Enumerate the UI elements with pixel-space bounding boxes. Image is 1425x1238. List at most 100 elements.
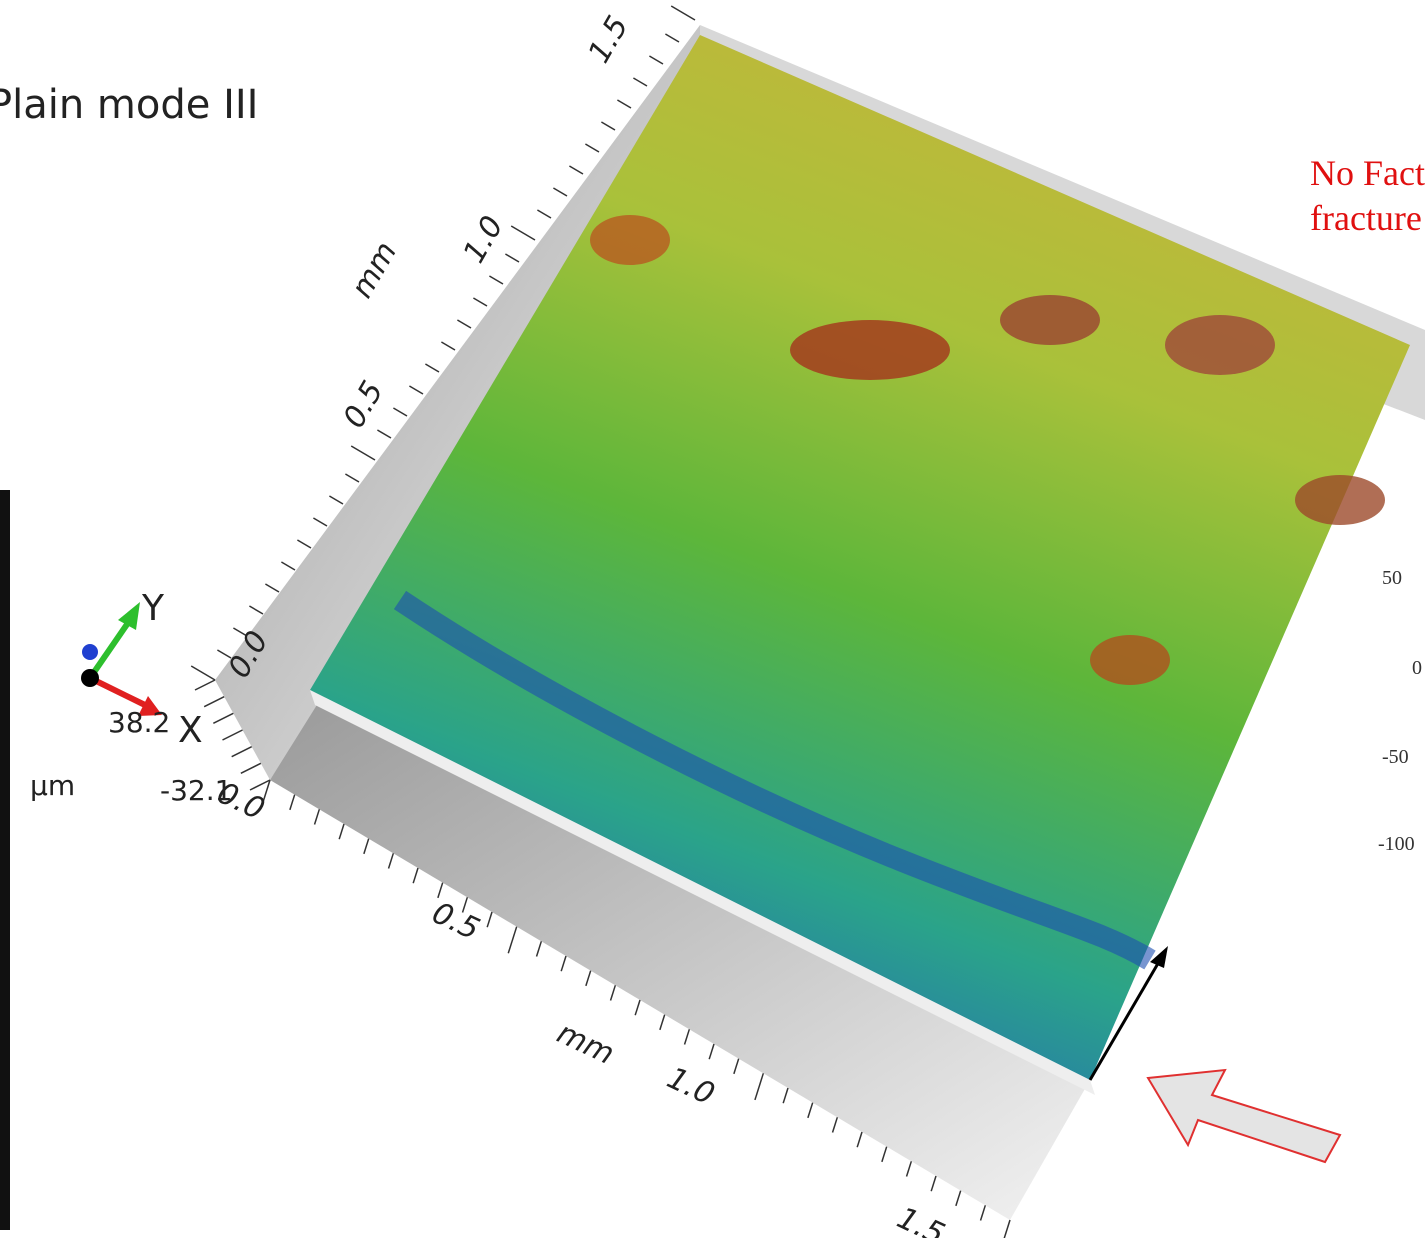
tick-mark [412,867,419,884]
tick-mark [233,627,248,637]
triad-y-label: Y [141,588,165,629]
note-line: fracture [1310,198,1422,238]
tick-mark [1003,1219,1011,1238]
tick-mark [441,341,456,351]
triad-x [88,675,147,708]
tick-mark [437,882,444,899]
triad-x-label: X [178,710,203,751]
tick-mark [585,143,600,153]
z-max: 38.2 [108,706,170,739]
surface-edge [310,690,1095,1095]
peak [1295,475,1385,525]
tick-mark [387,853,395,869]
tick-mark [754,1073,765,1101]
tick-mark [313,809,321,825]
tick-marks [190,5,1011,1238]
x-tick-label: 0.5 [427,896,485,948]
x-tick-label: 1.5 [892,1201,950,1238]
tick-mark [733,1058,740,1075]
tick-mark [955,1190,962,1207]
y-tick-label: 0.5 [337,375,391,434]
tick-mark [585,970,592,987]
tick-mark [649,55,664,65]
peak [790,320,950,380]
tick-mark [537,209,552,219]
x-tick-label: 1.0 [662,1061,720,1113]
tick-mark [979,1205,987,1221]
arrow-head [1150,946,1168,968]
tick-mark [473,297,488,307]
tick-mark [231,745,253,758]
block-arrow [1146,1068,1342,1164]
z-unit: µm [30,769,75,802]
tick-mark [930,1175,937,1192]
tick-mark [601,121,616,131]
tick-mark [249,605,264,615]
triad-z [82,644,98,660]
tick-mark [281,561,296,571]
valley [393,590,1156,970]
tick-mark [249,779,271,791]
tick-mark [535,941,543,957]
tick-mark [856,1131,863,1148]
surface [310,35,1410,1080]
tick-mark [486,911,493,928]
tick-mark [338,823,345,840]
tick-mark [665,33,680,43]
tick-mark [461,897,469,913]
tick-mark [633,77,648,87]
y-axis-label: mm [345,236,405,304]
side-scale-label: -100 [1378,833,1415,855]
side-scale-label: 0 [1412,657,1422,679]
tick-mark [313,517,328,527]
back-wall [215,25,700,780]
tick-mark [507,926,518,954]
tick-mark [217,649,232,659]
tick-mark [505,253,520,263]
tick-mark [393,407,408,417]
tick-mark [377,429,392,439]
x-axis-label: mm [552,1016,620,1072]
tick-mark [553,187,568,197]
peak [1000,295,1100,345]
tick-mark [510,225,536,241]
tick-mark [409,385,424,395]
tick-mark [329,495,344,505]
peak [590,215,670,265]
note-line: No Fact [1310,153,1425,193]
triad-x-head [138,696,162,716]
tick-mark [350,445,376,461]
title: Plain mode III [0,82,258,128]
tick-mark [670,5,696,21]
arrow [1088,959,1162,1081]
tick-mark [212,712,234,725]
floor-wall [270,700,1090,1220]
side-scale-label: 50 [1382,567,1402,589]
tick-mark [457,319,472,329]
z-min: -32.1 [160,774,232,807]
tick-mark [345,473,360,483]
side-scale-label: -50 [1382,746,1409,768]
y-tick-label: 1.5 [582,10,636,69]
triad-y [87,618,133,680]
tick-mark [289,794,296,811]
tick-mark [617,99,632,109]
tick-mark [782,1087,789,1104]
peak [1165,315,1275,375]
tick-mark [634,999,641,1016]
tick-mark [297,539,312,549]
tick-mark [881,1146,888,1163]
tick-mark [240,762,262,775]
tick-mark [260,779,271,807]
triad-y-head [118,602,140,630]
tick-mark [659,1014,666,1031]
tick-mark [363,838,370,855]
tick-mark [708,1043,715,1060]
tick-mark [190,665,216,681]
y-tick-label: 1.0 [457,210,511,269]
tick-mark [265,583,280,593]
triad-origin [81,669,99,687]
tick-mark [489,275,504,285]
tick-mark [222,729,243,741]
